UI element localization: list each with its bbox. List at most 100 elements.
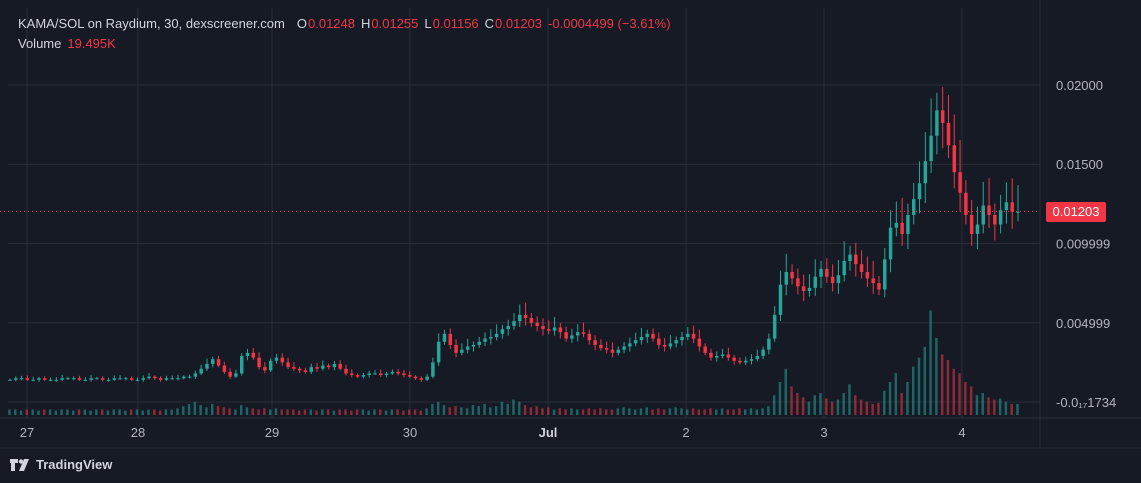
candle-body (286, 362, 290, 368)
y-tick-label: 0.02000 (1056, 78, 1103, 93)
volume-bar (176, 408, 179, 415)
candle-body (326, 365, 331, 368)
candle-body (767, 338, 771, 350)
volume-bar (604, 409, 608, 415)
volume-bar (413, 409, 417, 415)
candle-body (95, 378, 99, 380)
x-tick-label: 3 (820, 425, 827, 440)
volume-bar (570, 408, 573, 415)
volume-bar (801, 397, 805, 415)
candle-body (100, 378, 105, 380)
y-tick-label: -0.0₁₇1734 (1056, 395, 1116, 410)
volume-bar (969, 386, 973, 415)
volume-bar (668, 408, 672, 415)
volume-bar (37, 410, 40, 415)
volume-bar (193, 401, 197, 415)
volume-bar (326, 409, 330, 415)
volume-bar (842, 393, 845, 415)
candle-body (761, 349, 765, 357)
candle-body (651, 333, 655, 339)
tradingview-brand[interactable]: TradingView (10, 457, 112, 472)
candle-body (332, 363, 337, 368)
volume-bar (709, 408, 712, 415)
candle-body (228, 371, 232, 377)
candle-body (680, 337, 684, 341)
volume-bar (633, 409, 637, 415)
candle-body (547, 329, 551, 331)
volume-bar (71, 410, 75, 415)
volume-bar (807, 401, 811, 415)
candle-body (245, 352, 250, 357)
volume-bar (998, 398, 1002, 415)
candle-body (274, 357, 279, 361)
candle-body (199, 368, 203, 374)
volume-bar (680, 408, 683, 415)
candle-body (512, 321, 516, 326)
volume-bar (767, 406, 770, 415)
volume-bar (239, 405, 243, 415)
volume-bar (83, 409, 87, 415)
volume-bar (315, 410, 318, 415)
volume-bar (593, 409, 596, 415)
open-label: O (296, 16, 307, 31)
candle-body (581, 332, 586, 334)
x-tick-label: Jul (539, 425, 558, 440)
candle-body (350, 373, 354, 376)
candle-body (975, 224, 980, 234)
candle-body (367, 373, 371, 376)
candle-body (153, 376, 157, 379)
volume-bar (251, 408, 255, 415)
candle-body (865, 272, 870, 279)
volume-bar (836, 399, 840, 415)
candle-body (709, 352, 713, 358)
volume-bar (599, 408, 602, 415)
volume-bar (552, 409, 556, 415)
volume-bar (286, 409, 289, 415)
volume-bar (89, 410, 92, 415)
candle-body (436, 341, 441, 363)
volume-bar (396, 409, 399, 415)
candle-body (929, 135, 933, 162)
candle-body (691, 333, 696, 339)
candle-body (726, 354, 731, 358)
volume-bar (211, 404, 214, 415)
candle-body (894, 222, 899, 228)
candle-body (402, 373, 406, 376)
candle-body (124, 378, 128, 380)
volume-bar (523, 405, 527, 415)
tradingview-logo-icon (10, 458, 29, 471)
volume-bar (31, 409, 34, 415)
candle-body (888, 227, 893, 260)
volume-bar (19, 410, 23, 415)
volume-bar (651, 409, 654, 415)
candle-body (419, 378, 424, 380)
candle-body (639, 337, 644, 341)
candle-body (772, 314, 777, 339)
volume-bar (460, 407, 463, 415)
volume-bar (981, 393, 984, 415)
candle-body (836, 275, 841, 284)
volume-bar (975, 395, 979, 415)
volume-bar (906, 382, 909, 415)
brand-label: TradingView (36, 457, 113, 472)
volume-bar (1010, 404, 1013, 415)
volume-bar (940, 354, 944, 415)
legend-volume-row: Volume 19.495K (18, 34, 671, 54)
candle-body (784, 272, 789, 285)
candle-body (25, 378, 30, 380)
candle-body (952, 145, 957, 173)
candle-body (454, 344, 458, 353)
candle-body (460, 349, 464, 353)
candle-body (964, 192, 968, 215)
volume-bar (379, 409, 382, 415)
candle-body (303, 370, 308, 372)
candle-body (645, 333, 649, 338)
candle-body (71, 378, 76, 380)
volume-bar (274, 408, 278, 415)
volume-bar (280, 409, 283, 415)
candle-body (738, 360, 742, 363)
candle-body (854, 254, 858, 265)
candle-body (616, 349, 621, 353)
volume-bar (732, 409, 735, 415)
